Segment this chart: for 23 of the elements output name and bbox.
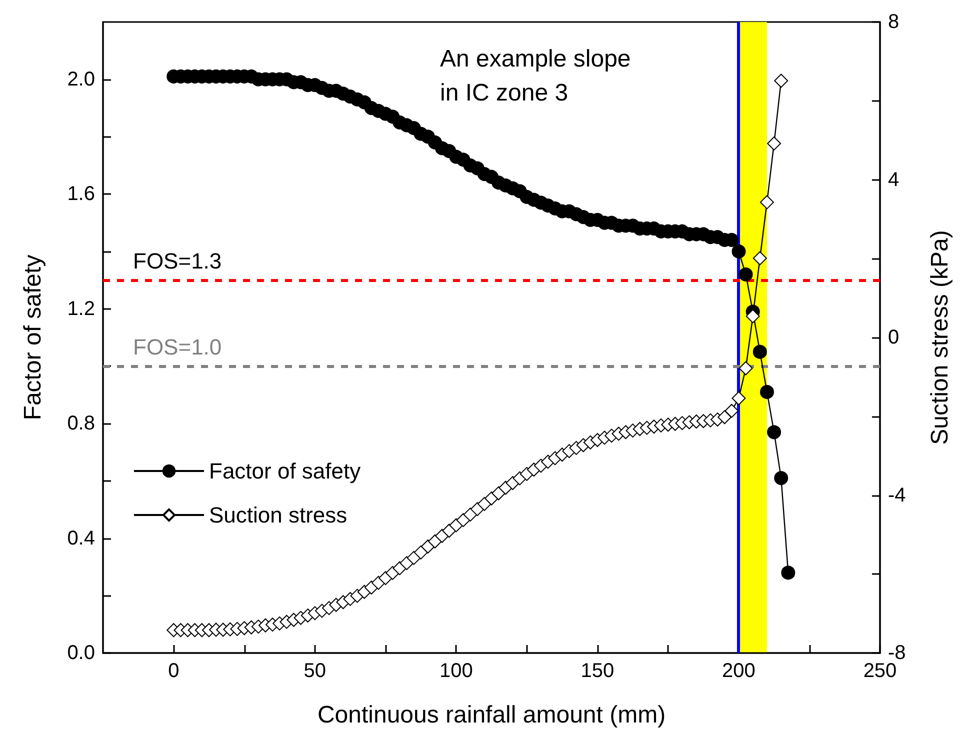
y2-tick-label: 8 bbox=[888, 11, 900, 33]
y-tick-label: 0.4 bbox=[67, 527, 95, 550]
x-axis-title: Continuous rainfall amount (mm) bbox=[317, 702, 666, 728]
y2-tick-label: -4 bbox=[888, 484, 906, 506]
y-tick-label: 0.0 bbox=[67, 642, 95, 664]
y-tick-label: 1.6 bbox=[67, 183, 95, 206]
legend-label: Factor of safety bbox=[209, 458, 361, 484]
y2-tick-label: 0 bbox=[888, 326, 900, 348]
y-tick-label: 1.2 bbox=[67, 298, 95, 320]
x-tick-label: 100 bbox=[439, 660, 473, 682]
y2-tick-label: 4 bbox=[888, 168, 900, 191]
ref-line-label: FOS=1.0 bbox=[133, 334, 222, 360]
x-tick-label: 150 bbox=[580, 660, 614, 682]
x-tick-label: 50 bbox=[304, 660, 326, 682]
x-tick-label: 0 bbox=[168, 660, 180, 682]
y-tick-label: 2.0 bbox=[67, 68, 95, 90]
ref-line-label: FOS=1.3 bbox=[133, 248, 222, 274]
x-tick-label: 200 bbox=[722, 660, 756, 682]
legend-label: Suction stress bbox=[209, 502, 348, 528]
y2-axis-title: Suction stress (kPa) bbox=[926, 230, 954, 445]
y-tick-label: 0.8 bbox=[67, 412, 95, 435]
annotation: An example slope in IC zone 3 bbox=[440, 46, 631, 106]
y-axis-title: Factor of safety bbox=[20, 254, 46, 420]
